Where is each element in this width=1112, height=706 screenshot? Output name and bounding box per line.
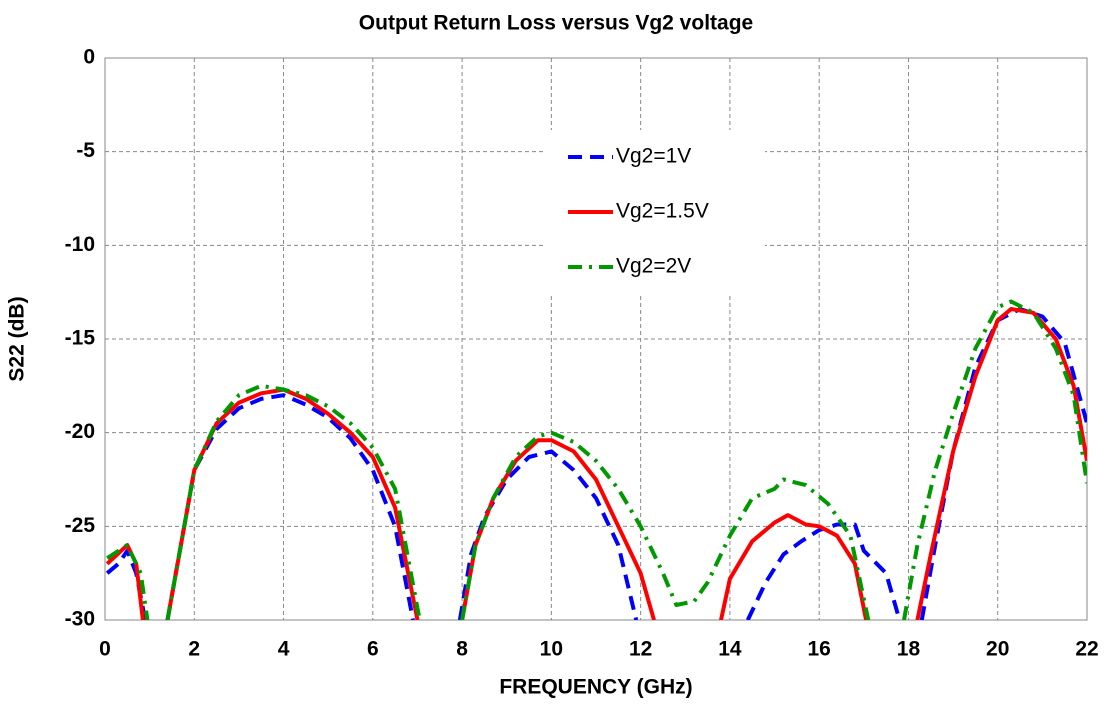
x-axis-label: FREQUENCY (GHz) — [499, 676, 692, 699]
x-tick-label: 8 — [456, 638, 468, 661]
y-tick-label: -30 — [65, 608, 95, 631]
y-axis-label: S22 (dB) — [6, 296, 29, 381]
legend-label: Vg2=1.5V — [616, 200, 709, 223]
y-tick-label: -25 — [65, 514, 96, 537]
x-tick-label: 6 — [367, 638, 379, 661]
legend-label: Vg2=1V — [616, 145, 691, 168]
x-tick-label: 20 — [986, 638, 1009, 661]
x-tick-label: 14 — [718, 638, 742, 661]
y-tick-label: -5 — [76, 139, 95, 162]
chart-title: Output Return Loss versus Vg2 voltage — [359, 12, 753, 35]
x-tick-label: 4 — [278, 638, 290, 661]
y-tick-label: -15 — [65, 327, 96, 350]
x-tick-label: 2 — [188, 638, 200, 661]
x-tick-label: 10 — [540, 638, 563, 661]
x-tick-label: 18 — [897, 638, 921, 661]
series-line — [106, 299, 1087, 620]
x-tick-label: 16 — [808, 638, 831, 661]
y-tick-label: -10 — [65, 233, 95, 256]
y-tick-label: -20 — [65, 420, 95, 443]
y-tick-label: 0 — [83, 46, 95, 69]
x-tick-label: 0 — [99, 638, 111, 661]
x-tick-label: 12 — [629, 638, 652, 661]
plot-frame — [104, 57, 1088, 621]
x-tick-label: 22 — [1075, 638, 1098, 661]
legend-label: Vg2=2V — [616, 255, 691, 278]
series-line — [105, 307, 1087, 620]
